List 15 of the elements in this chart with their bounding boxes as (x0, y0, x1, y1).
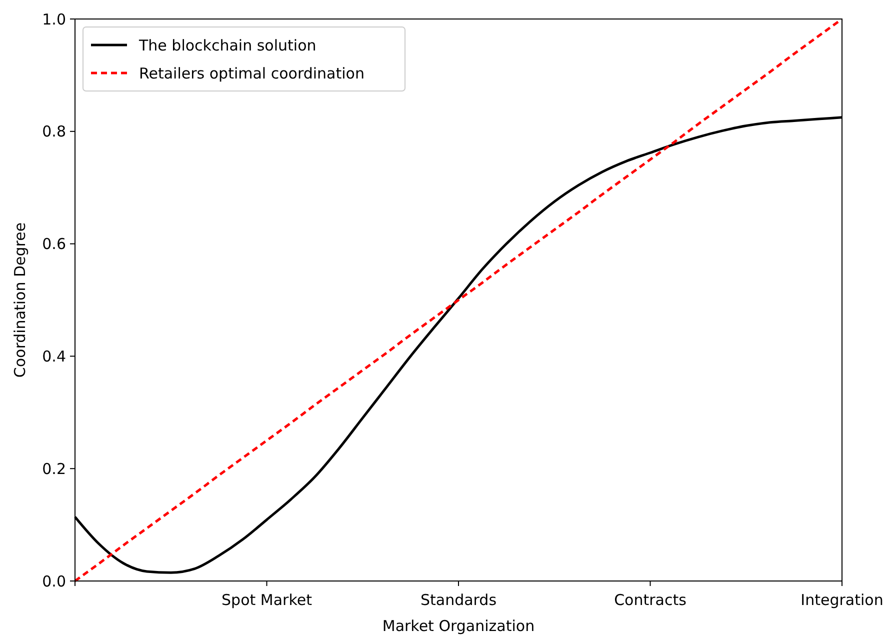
x-tick-label: Standards (420, 591, 497, 609)
y-tick-label: 0.6 (42, 235, 66, 254)
y-tick-label: 0.0 (42, 572, 66, 590)
y-tick-label: 1.0 (42, 10, 66, 28)
y-axis-title: Coordination Degree (11, 222, 29, 378)
x-tick-label: Spot Market (222, 591, 312, 609)
legend-label: The blockchain solution (138, 36, 316, 54)
legend-label: Retailers optimal coordination (139, 64, 364, 82)
x-tick-label: Contracts (614, 591, 687, 609)
y-tick-label: 0.4 (42, 347, 66, 366)
line-series (74, 18, 844, 582)
x-axis-title: Market Organization (382, 617, 535, 635)
x-tick-label: Integration (800, 591, 884, 609)
y-tick-label: 0.2 (42, 460, 66, 478)
y-tick-label: 0.8 (42, 122, 66, 141)
